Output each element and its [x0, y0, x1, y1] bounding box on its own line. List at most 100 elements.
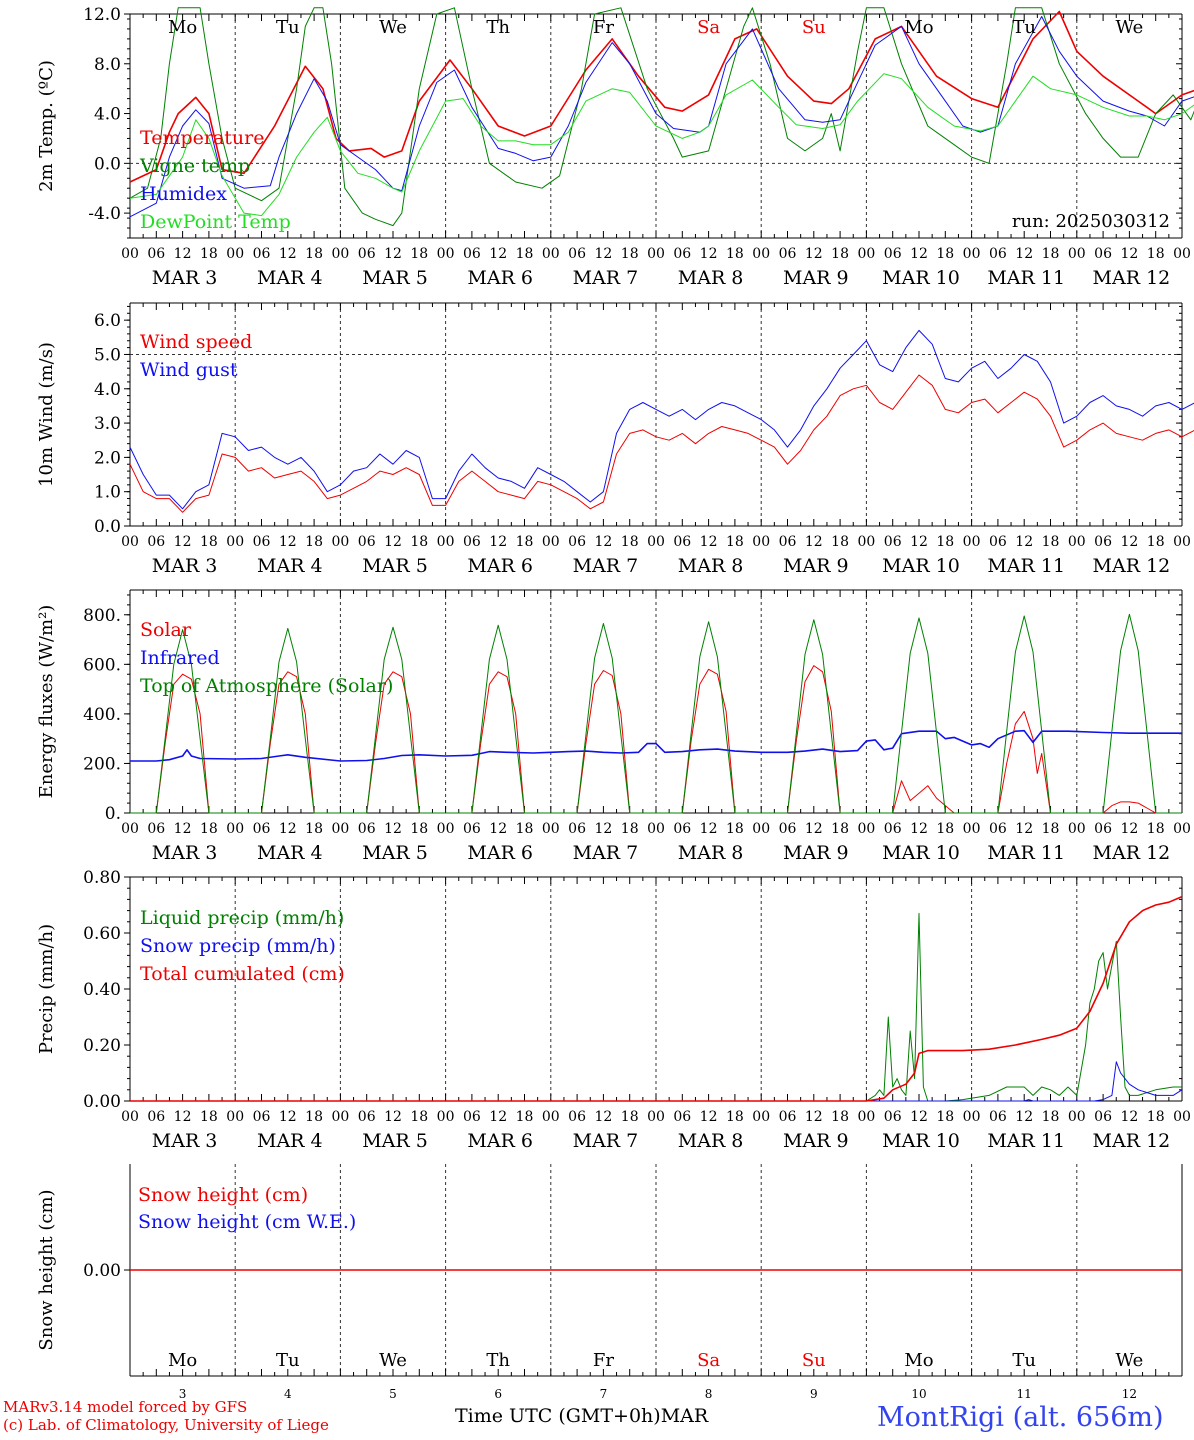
hour-tick-label: 12: [174, 534, 192, 550]
date-label: MAR 5: [362, 267, 428, 289]
hour-tick-label: 00: [542, 1109, 560, 1125]
hour-tick-label: 06: [358, 821, 376, 837]
date-label: MAR 9: [783, 1130, 849, 1152]
hour-tick-label: 06: [673, 246, 691, 262]
day-name-label: Th: [486, 17, 510, 38]
day-name-label: Mo: [168, 17, 197, 38]
day-number-label: 8: [705, 1387, 713, 1401]
legend-entry: Snow precip (mm/h): [140, 935, 336, 957]
hour-tick-label: 18: [621, 246, 639, 262]
day-name-label: We: [1116, 1350, 1144, 1371]
hour-tick-label: 06: [568, 1109, 586, 1125]
date-label: MAR 10: [882, 842, 960, 864]
date-label: MAR 10: [882, 555, 960, 577]
date-label: MAR 5: [362, 555, 428, 577]
date-label: MAR 8: [678, 555, 744, 577]
hour-tick-label: 12: [279, 821, 297, 837]
hour-tick-label: 12: [700, 534, 718, 550]
day-number-label: 9: [810, 1387, 818, 1401]
hour-tick-label: 18: [1042, 1109, 1060, 1125]
hour-tick-label: 12: [384, 534, 402, 550]
hour-tick-label: 12: [489, 821, 507, 837]
hour-tick-label: 18: [831, 1109, 849, 1125]
hour-tick-label: 12: [174, 821, 192, 837]
hour-tick-label: 12: [700, 246, 718, 262]
hour-tick-label: 18: [726, 821, 744, 837]
hour-tick-label: 06: [1094, 534, 1112, 550]
y-tick-label: 0.60: [83, 924, 121, 944]
hour-tick-label: 12: [489, 1109, 507, 1125]
hour-tick-label: 12: [1015, 246, 1033, 262]
hour-tick-label: 18: [516, 246, 534, 262]
y-tick-label: 0.00: [83, 1261, 121, 1281]
day-name-label: We: [379, 17, 407, 38]
hour-tick-label: 00: [437, 821, 455, 837]
series-line-temperature: [129, 10, 1194, 183]
hour-tick-label: 06: [147, 246, 165, 262]
hour-tick-label: 06: [147, 821, 165, 837]
hour-tick-label: 18: [1042, 534, 1060, 550]
hour-tick-label: 06: [358, 534, 376, 550]
hour-tick-label: 00: [647, 821, 665, 837]
date-label: MAR 6: [467, 1130, 533, 1152]
date-label: MAR 5: [362, 842, 428, 864]
hour-tick-label: 12: [1120, 534, 1138, 550]
y-axis-label: Snow height (cm): [36, 1189, 57, 1350]
hour-tick-label: 18: [410, 821, 428, 837]
series-line-liquid-precip-mm-h-: [130, 912, 1182, 1102]
hour-tick-label: 18: [726, 1109, 744, 1125]
model-credit: MARv3.14 model forced by GFS (c) Lab. of…: [3, 1398, 329, 1434]
hour-tick-label: 06: [147, 534, 165, 550]
hour-tick-label: 06: [779, 246, 797, 262]
hour-tick-label: 18: [516, 1109, 534, 1125]
hour-tick-label: 18: [621, 534, 639, 550]
hour-tick-label: 12: [805, 821, 823, 837]
y-axis-label: 2m Temp. (ºC): [36, 60, 57, 192]
hour-tick-label: 18: [726, 246, 744, 262]
date-label: MAR 7: [573, 555, 639, 577]
y-tick-label: -4.0: [88, 204, 121, 224]
hour-tick-label: 00: [963, 1109, 981, 1125]
hour-tick-label: 06: [989, 534, 1007, 550]
day-name-label: Tu: [276, 1350, 300, 1371]
day-name-label: Su: [802, 1350, 826, 1371]
hour-tick-label: 06: [463, 821, 481, 837]
y-tick-label: 4.0: [94, 380, 121, 400]
hour-tick-label: 12: [700, 821, 718, 837]
hour-tick-label: 00: [1068, 246, 1086, 262]
hour-tick-label: 06: [673, 1109, 691, 1125]
hour-tick-label: 00: [1173, 534, 1191, 550]
hour-tick-label: 00: [331, 534, 349, 550]
hour-tick-label: 00: [752, 1109, 770, 1125]
date-label: MAR 3: [152, 1130, 218, 1152]
date-label: MAR 6: [467, 555, 533, 577]
y-tick-label: 3.0: [94, 414, 121, 434]
day-name-label: Mo: [904, 1350, 933, 1371]
hour-tick-label: 06: [884, 1109, 902, 1125]
hour-tick-label: 12: [1015, 1109, 1033, 1125]
hour-tick-label: 06: [358, 246, 376, 262]
y-tick-label: 5.0: [94, 345, 121, 365]
hour-tick-label: 18: [831, 534, 849, 550]
date-label: MAR 12: [1093, 555, 1171, 577]
hour-tick-label: 18: [410, 1109, 428, 1125]
hour-tick-label: 12: [910, 246, 928, 262]
date-label: MAR 11: [987, 1130, 1065, 1152]
series-line-wind-gust: [129, 329, 1194, 510]
hour-tick-label: 12: [594, 821, 612, 837]
panel-4: [124, 876, 1183, 1102]
day-number-label: 5: [389, 1387, 397, 1401]
hour-tick-label: 06: [463, 534, 481, 550]
y-tick-label: 600.: [83, 655, 121, 675]
hour-tick-label: 12: [594, 1109, 612, 1125]
hour-tick-label: 06: [989, 821, 1007, 837]
date-label: MAR 10: [882, 267, 960, 289]
hour-tick-label: 00: [647, 1109, 665, 1125]
hour-tick-label: 12: [910, 534, 928, 550]
hour-tick-label: 00: [437, 534, 455, 550]
hour-tick-label: 00: [542, 534, 560, 550]
hour-tick-label: 18: [305, 534, 323, 550]
hour-tick-label: 18: [410, 534, 428, 550]
day-name-label: Sa: [697, 17, 720, 38]
